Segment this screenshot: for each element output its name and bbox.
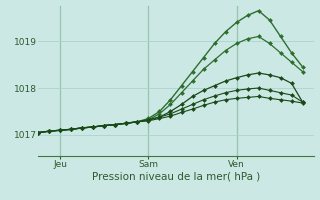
X-axis label: Pression niveau de la mer( hPa ): Pression niveau de la mer( hPa ) xyxy=(92,172,260,182)
